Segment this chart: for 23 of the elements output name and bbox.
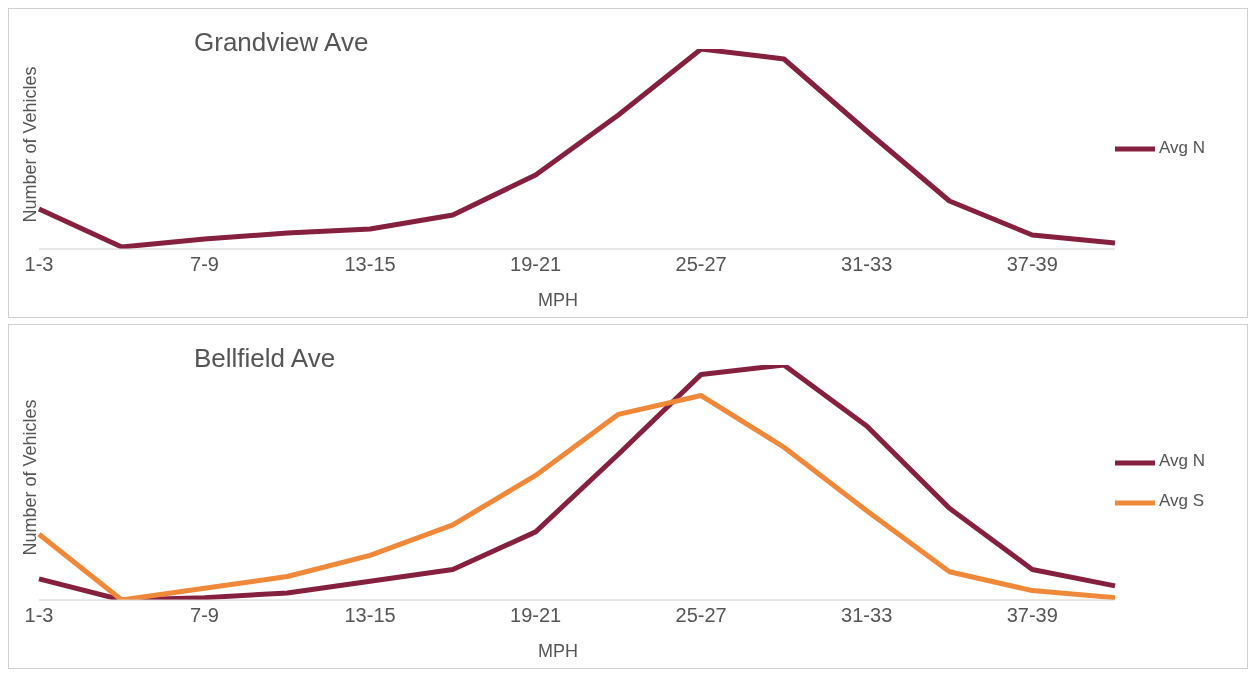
x-tick-label: 25-27 bbox=[675, 604, 727, 627]
x-tick-label: 19-21 bbox=[510, 253, 562, 276]
x-tick-label: 31-33 bbox=[841, 604, 893, 627]
x-tick-label: 7-9 bbox=[190, 604, 219, 627]
x-tick-label: 7-9 bbox=[190, 253, 219, 276]
x-tick-label: 19-21 bbox=[510, 604, 562, 627]
y-axis-title: Number of Vehicles bbox=[19, 65, 41, 223]
x-tick-label: 25-27 bbox=[675, 253, 727, 276]
x-tick-label: 37-39 bbox=[1006, 604, 1058, 627]
x-axis-title: MPH bbox=[538, 641, 578, 661]
x-tick-label: 13-15 bbox=[344, 604, 396, 627]
chart-title: Grandview Ave bbox=[194, 27, 369, 58]
chart-title: Bellfield Ave bbox=[194, 343, 336, 374]
legend-label: Avg N bbox=[1159, 137, 1205, 157]
x-tick-label: 13-15 bbox=[344, 253, 396, 276]
legend-label: Avg N bbox=[1159, 451, 1205, 471]
x-tick-label: 1-3 bbox=[24, 253, 54, 276]
y-axis-title: Number of Vehicles bbox=[19, 399, 41, 556]
x-tick-label: 1-3 bbox=[24, 604, 54, 627]
x-tick-label: 31-33 bbox=[841, 253, 893, 276]
x-tick-label: 37-39 bbox=[1006, 253, 1058, 276]
legend-label: Avg S bbox=[1159, 491, 1205, 511]
x-axis-title: MPH bbox=[538, 290, 578, 310]
